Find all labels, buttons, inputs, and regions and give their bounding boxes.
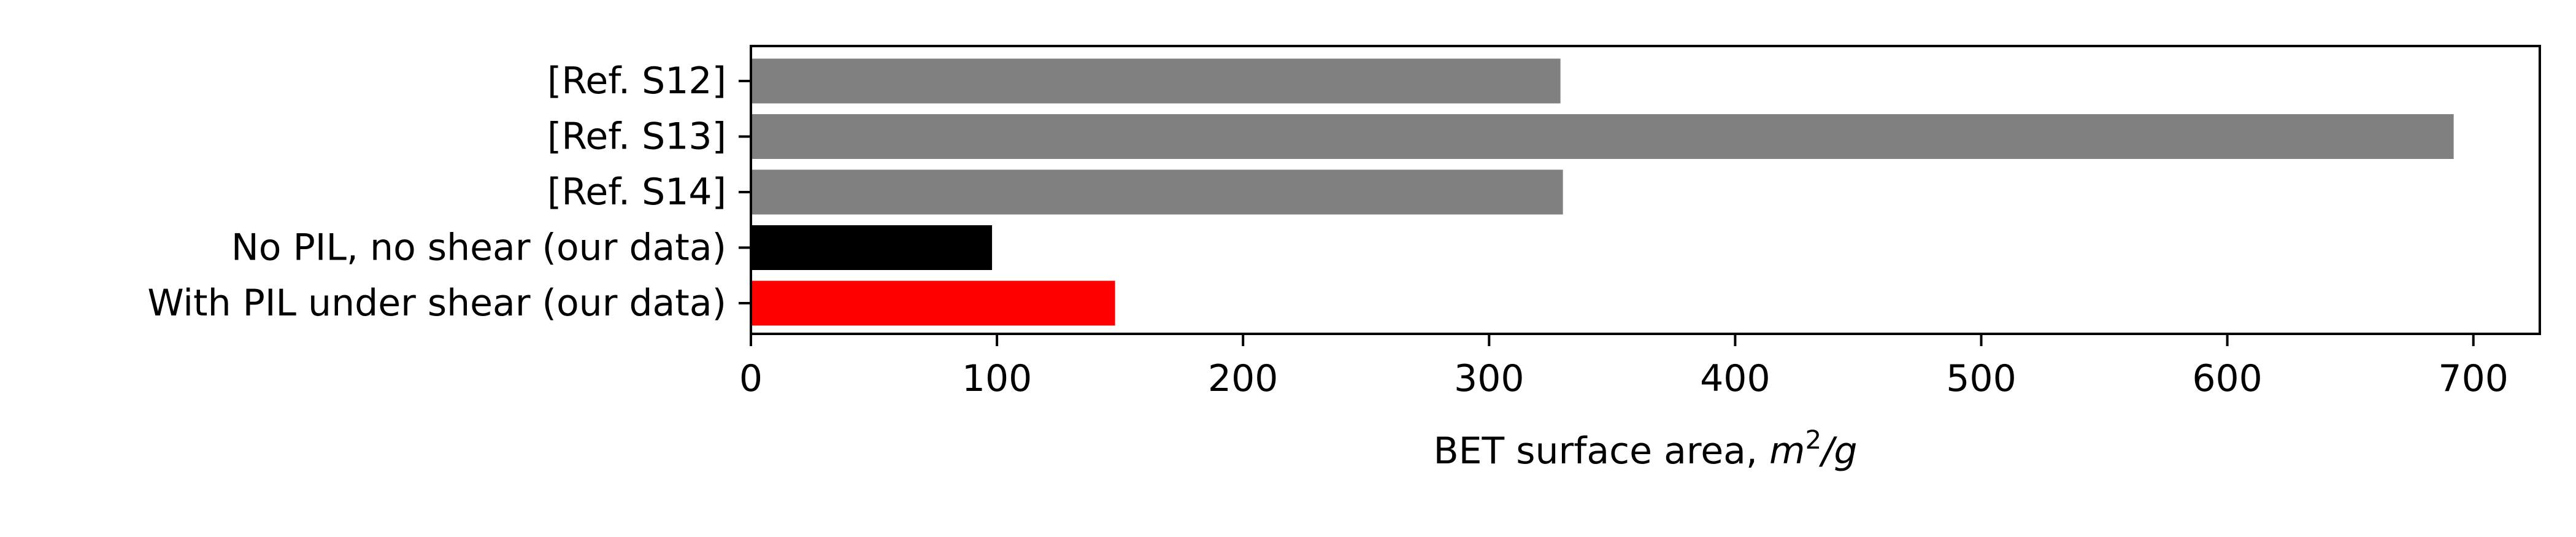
bar-0 (751, 58, 1561, 104)
y-tick-label-1: [Ref. S13] (547, 115, 726, 158)
bar-4 (751, 280, 1115, 326)
x-tick-label-1: 100 (962, 357, 1032, 400)
x-tick-label-0: 0 (739, 357, 763, 400)
bar-3 (751, 225, 993, 270)
y-tick-label-4: With PIL under shear (our data) (147, 282, 726, 325)
bar-2 (751, 169, 1563, 215)
x-tick-label-7: 700 (2438, 357, 2509, 400)
y-tick-label-0: [Ref. S12] (547, 60, 726, 102)
x-tick-label-4: 400 (1700, 357, 1771, 400)
x-tick-label-2: 200 (1208, 357, 1278, 400)
y-axis-ticks: [Ref. S12] [Ref. S13] [Ref. S14] No PIL, no… (147, 60, 751, 325)
x-axis-label-unit-base: m (1769, 430, 1805, 473)
x-axis-label-unit-tail: /g (1818, 430, 1857, 473)
y-tick-label-3: No PIL, no shear (our data) (231, 226, 726, 269)
x-axis-label: BET surface area, m2/g (1433, 425, 1857, 473)
bar-1 (751, 114, 2454, 159)
x-tick-label-6: 600 (2192, 357, 2263, 400)
x-tick-label-3: 300 (1454, 357, 1524, 400)
plot-frame (750, 45, 2541, 335)
x-tick-label-5: 500 (1946, 357, 2017, 400)
bar-series (751, 58, 2454, 326)
x-axis-ticks: 0 100 200 300 400 500 600 700 (739, 334, 2509, 400)
x-axis-label-unit-exponent: 2 (1805, 425, 1821, 455)
x-axis-label-text: BET surface area, (1433, 430, 1769, 473)
y-tick-label-2: [Ref. S14] (547, 171, 726, 214)
